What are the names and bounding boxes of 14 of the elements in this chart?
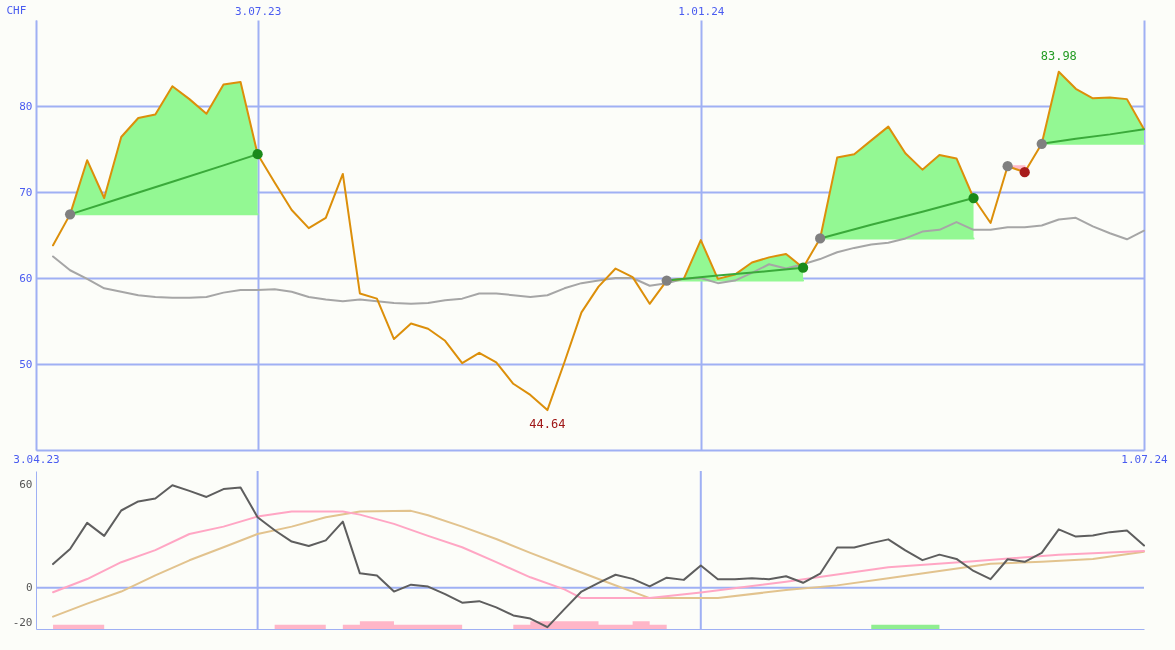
y-tick-label: 50 bbox=[19, 357, 33, 371]
y-axis-title: CHF bbox=[6, 3, 27, 17]
y-tick-label: 60 bbox=[19, 271, 33, 285]
x2-tick-label: 1.01.24 bbox=[678, 4, 725, 18]
x2-tick-label: 3.07.23 bbox=[234, 4, 282, 18]
y-tick-label: 70 bbox=[19, 185, 33, 199]
annotation: 44.64 bbox=[529, 417, 566, 432]
annotation: 83.98 bbox=[1040, 48, 1077, 63]
y-tick-label: 0 bbox=[25, 581, 33, 595]
x-tick-label: 1.07.24 bbox=[1121, 452, 1169, 466]
y-tick-label: -20 bbox=[12, 615, 33, 629]
x-tick-label: 3.04.23 bbox=[13, 452, 60, 466]
y-tick-label: 60 bbox=[19, 478, 33, 492]
y-tick-label: 80 bbox=[19, 99, 33, 113]
